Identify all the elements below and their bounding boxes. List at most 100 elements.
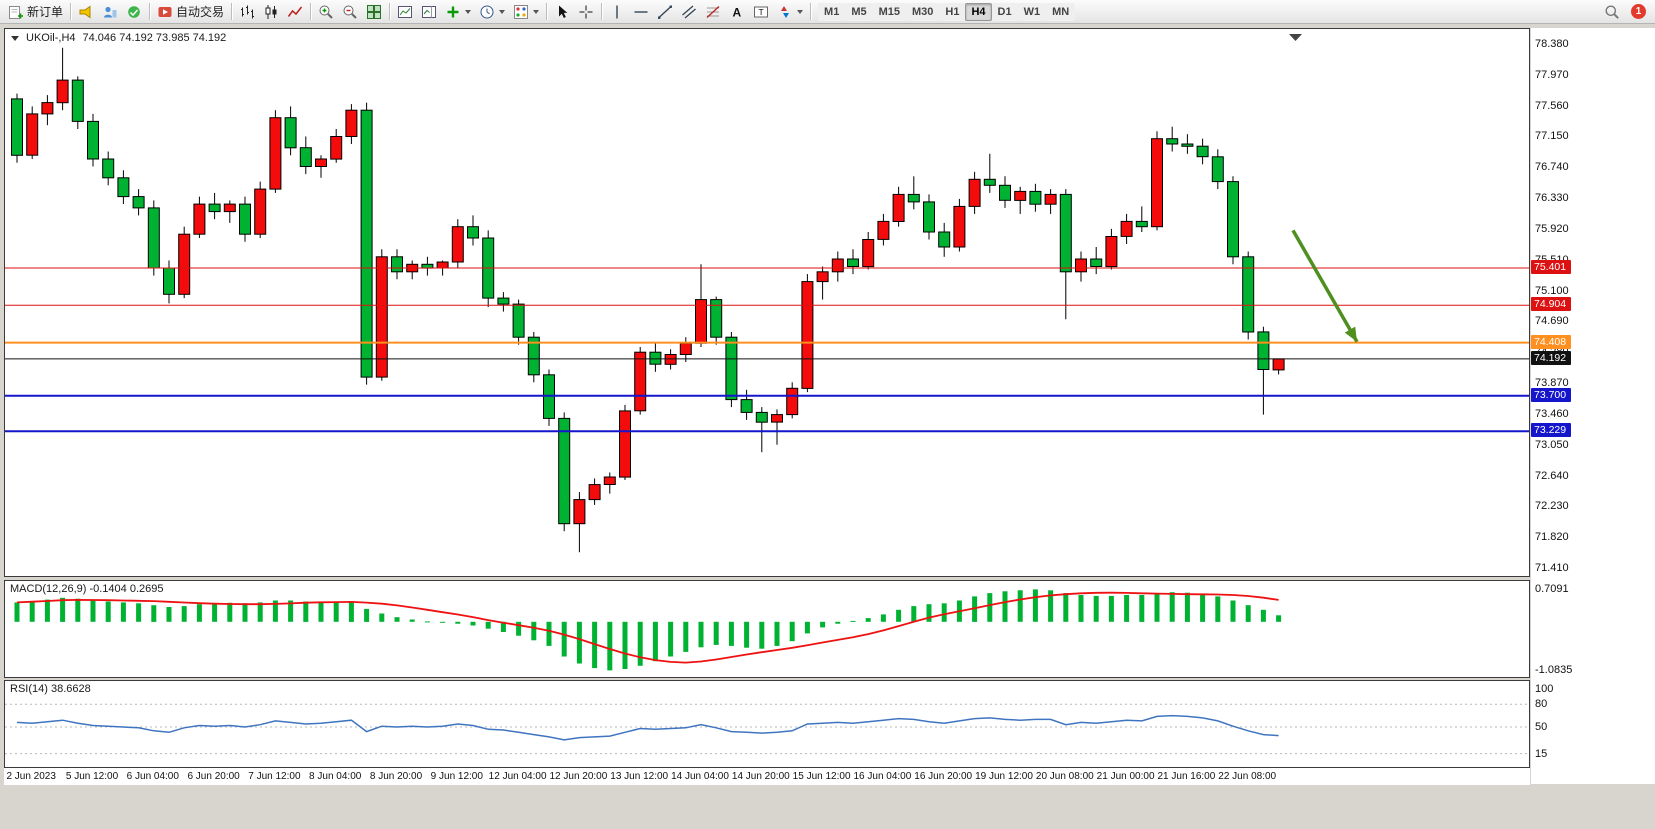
notification-badge[interactable]: 1 [1631,4,1646,19]
price-tick-label: 75.100 [1535,284,1569,297]
chart-shift-button[interactable] [417,1,441,22]
label-tool-icon: T [754,6,769,17]
rsi-level-label: 80 [1535,698,1548,711]
time-axis-label: 6 Jun 20:00 [187,771,240,782]
separator [310,3,312,20]
line-chart-icon [287,6,303,17]
templates-button[interactable] [509,1,543,22]
channel-button[interactable] [677,1,701,22]
zoom-out-button[interactable] [338,1,362,22]
price-tick-label: 77.560 [1535,99,1569,112]
price-tick-label: 73.050 [1535,438,1569,451]
price-tick-label: 75.920 [1535,222,1569,235]
bar-chart-button[interactable] [235,1,259,22]
new-order-button[interactable]: 新订单 [4,1,67,22]
time-axis[interactable]: 2 Jun 2023 5 Jun 12:00 6 Jun 04:00 6 Jun 20… [4,768,1530,785]
time-axis-label: 16 Jun 20:00 [914,771,973,782]
rsi-canvas[interactable] [5,681,1529,767]
time-axis-label: 9 Jun 12:00 [430,771,483,782]
shapes-button[interactable] [773,1,807,22]
alerts-button[interactable] [74,1,98,22]
zoom-in-icon [319,5,333,19]
new-order-label: 新订单 [27,5,64,19]
toolbar-right: 1 [1600,1,1651,22]
time-axis-label: 20 Jun 08:00 [1035,771,1094,782]
macd-canvas[interactable] [5,581,1529,677]
trend-arrow-annotation[interactable] [1291,229,1359,343]
price-line-label: 73.229 [1531,423,1572,438]
time-axis-label: 8 Jun 20:00 [369,771,423,782]
search-button[interactable] [1600,1,1624,22]
price-tick-label: 73.460 [1535,407,1569,420]
one-click-trading-arrow-icon[interactable] [11,35,19,41]
line-chart-button[interactable] [283,1,307,22]
symbol-info: UKOil-,H4 74.046 74.192 73.985 74.192 [11,32,226,44]
time-axis-label: 16 Jun 04:00 [853,771,912,782]
svg-text:A: A [733,5,742,19]
timeframe-button-d1[interactable]: D1 [991,2,1018,21]
text-tool-button[interactable]: A [725,1,749,22]
timeframe-button-h1[interactable]: H1 [939,2,966,21]
community-button[interactable] [98,1,122,22]
zoom-out-icon [343,5,357,19]
timeframe-button-m1[interactable]: M1 [818,2,846,21]
periods-button[interactable] [475,1,509,22]
add-indicator-button[interactable] [441,1,475,22]
symbol-timeframe-label: UKOil-,H4 [26,32,76,44]
tile-windows-button[interactable] [362,1,386,22]
tile-windows-icon [367,4,382,19]
timeframe-button-m30[interactable]: M30 [906,2,940,21]
megaphone-icon [79,5,91,18]
separator [601,3,603,20]
rsi-level-label: 50 [1535,721,1548,733]
macd-label: MACD(12,26,9) -0.1404 0.2695 [10,583,164,595]
timeframe-button-mn[interactable]: MN [1046,2,1076,21]
price-chart-panel[interactable]: UKOil-,H4 74.046 74.192 73.985 74.192 [4,28,1530,577]
timeframe-button-m5[interactable]: M5 [845,2,873,21]
auto-trading-button[interactable]: 自动交易 [153,1,228,22]
chart-window-icon [398,5,413,18]
zoom-in-button[interactable] [314,1,338,22]
cursor-button[interactable] [550,1,574,22]
market-button[interactable] [122,1,146,22]
price-tick-label: 78.380 [1535,38,1569,50]
price-tick-label: 76.740 [1535,161,1569,174]
price-axis[interactable]: 78.380 77.970 77.560 77.150 76.740 76.330 75.9… [1531,28,1655,784]
time-axis-label: 14 Jun 20:00 [731,771,790,782]
rsi-panel[interactable]: RSI(14) 38.6628 [4,680,1530,768]
crosshair-button[interactable] [574,1,598,22]
timeframe-button-m15[interactable]: M15 [872,2,906,21]
time-axis-label: 19 Jun 12:00 [975,771,1033,782]
arrows-shapes-icon [781,5,790,18]
trendline-icon [658,5,673,19]
separator [231,3,233,20]
price-chart-canvas[interactable] [5,29,1529,576]
price-tick-label: 74.690 [1535,315,1569,328]
globe-icon [128,5,140,18]
timeframe-button-h4[interactable]: H4 [965,2,992,21]
time-axis-label: 12 Jun 20:00 [549,771,608,782]
crosshair-icon [579,5,593,18]
candlestick-icon [265,4,277,19]
svg-text:T: T [759,7,764,17]
chart-window-button[interactable] [393,1,417,22]
time-axis-label: 13 Jun 12:00 [610,771,669,782]
rsi-line [16,714,1279,741]
label-tool-button[interactable]: T [749,1,773,22]
timeframe-button-w1[interactable]: W1 [1017,2,1047,21]
chart-shift-marker-icon[interactable] [1289,34,1302,41]
candlestick-chart-button[interactable] [259,1,283,22]
separator [546,3,548,20]
macd-min-label: -1.0835 [1535,664,1573,676]
macd-max-label: 0.7091 [1535,583,1569,595]
fibonacci-icon [706,5,720,18]
channel-icon [682,5,696,18]
fibonacci-button[interactable] [701,1,725,22]
time-axis-label: 15 Jun 12:00 [792,771,851,782]
horizontal-line-button[interactable] [629,1,653,22]
trendline-button[interactable] [653,1,677,22]
auto-trading-label: 自动交易 [176,5,225,19]
vertical-line-button[interactable] [605,1,629,22]
candlesticks [11,47,1285,553]
macd-panel[interactable]: MACD(12,26,9) -0.1404 0.2695 [4,580,1530,678]
